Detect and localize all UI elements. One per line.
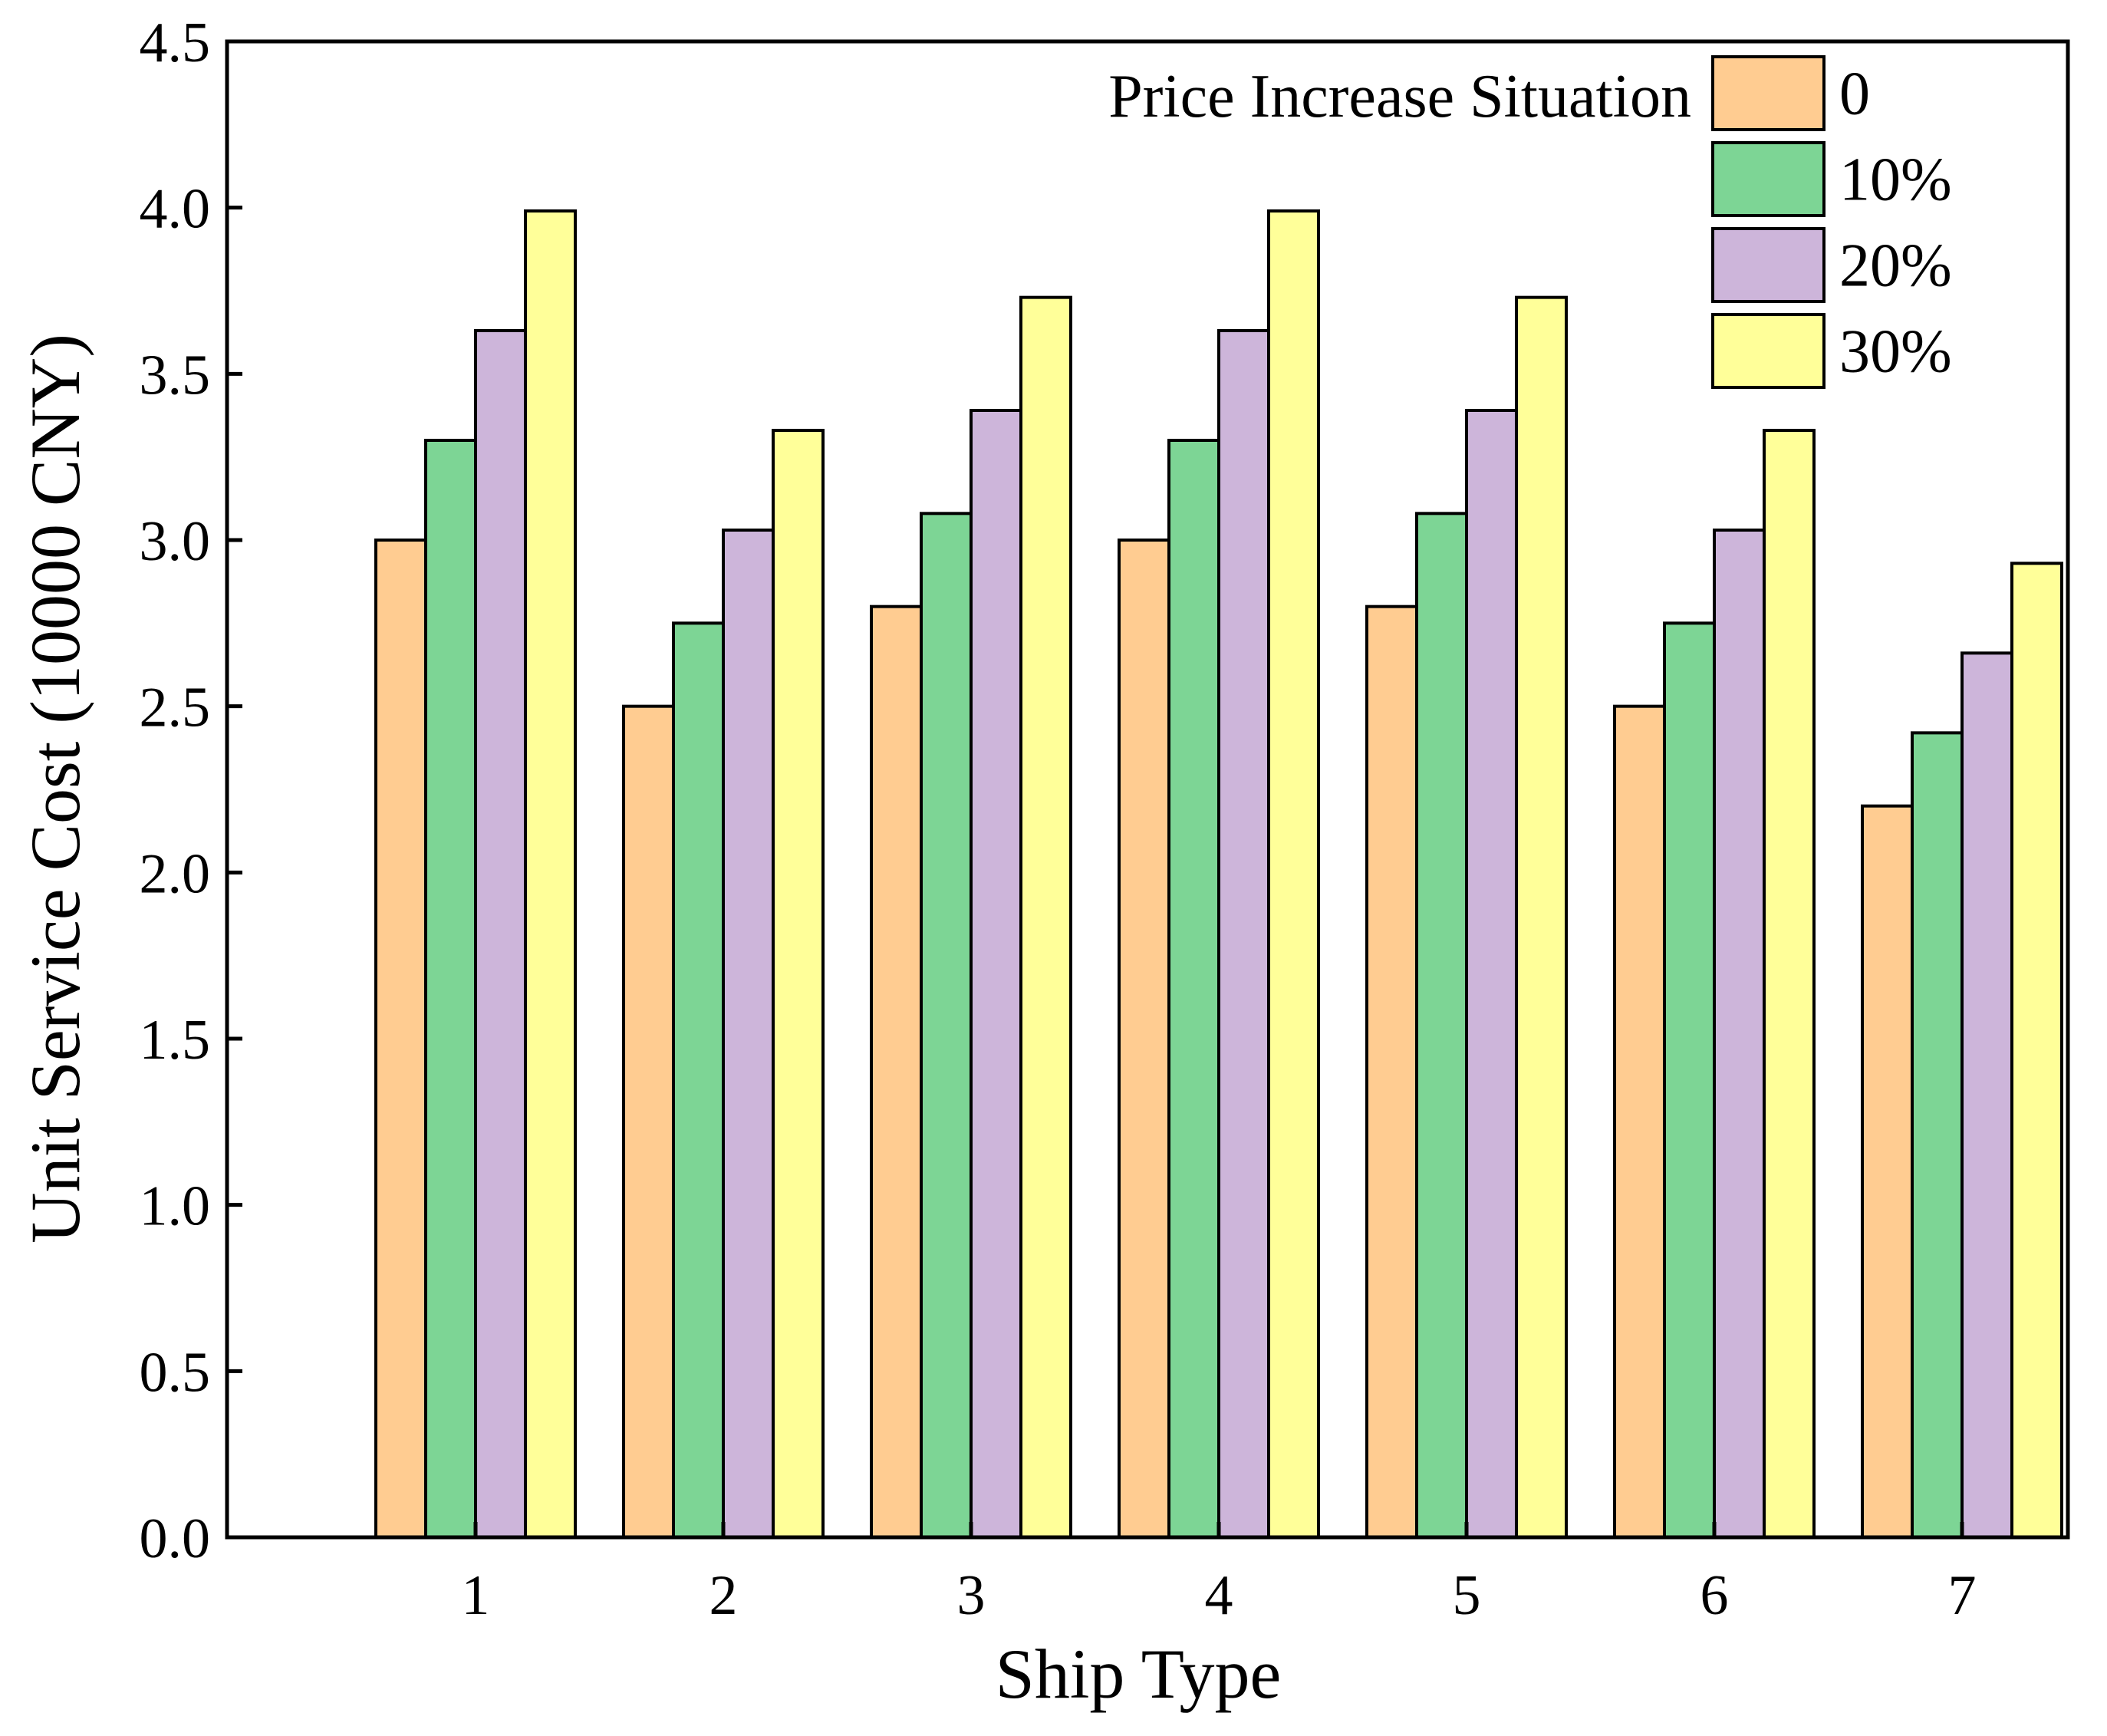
bar [622, 704, 675, 1540]
bars-layer [374, 209, 2063, 1540]
x-tick-label: 1 [462, 1564, 490, 1627]
y-tick-label: 4.0 [140, 178, 211, 241]
bar [474, 329, 527, 1539]
x-tick-label: 7 [1948, 1564, 1977, 1627]
bar [672, 621, 725, 1539]
y-tick-label: 0.0 [140, 1507, 211, 1570]
bar [970, 409, 1022, 1539]
legend-swatch [1711, 227, 1826, 303]
bar [1019, 295, 1072, 1540]
bar [1713, 529, 1766, 1539]
bar [1613, 704, 1666, 1540]
bar [722, 529, 775, 1539]
bar [1167, 439, 1220, 1539]
bar [1415, 512, 1468, 1539]
y-axis: 0.0 0.5 1.0 1.5 2.0 2.5 3.0 3.5 4.0 4.5 [140, 12, 242, 1570]
bar [1663, 621, 1716, 1539]
bar [870, 604, 923, 1540]
bar [1365, 604, 1418, 1540]
x-tick-label: 3 [957, 1564, 986, 1627]
x-tick-label: 4 [1205, 1564, 1233, 1627]
y-tick-label: 1.5 [140, 1009, 211, 1072]
x-axis-label: Ship Type [996, 1635, 1282, 1713]
bar [1960, 651, 2013, 1539]
bar [374, 539, 427, 1539]
y-tick-label: 1.0 [140, 1175, 211, 1238]
bar [772, 429, 825, 1539]
x-tick-label: 5 [1453, 1564, 1481, 1627]
legend-entry-label: 20% [1839, 232, 1952, 300]
legend-title: Price Increase Situation [1108, 63, 1691, 130]
bar [1911, 731, 1964, 1539]
legend-entry-label: 30% [1839, 318, 1952, 386]
bar [1267, 209, 1320, 1539]
y-tick-label: 2.0 [140, 842, 211, 905]
y-tick-label: 4.5 [140, 12, 211, 74]
bar [2010, 562, 2063, 1539]
legend: Price Increase Situation 0 10% 20% 30% [1108, 55, 1952, 389]
legend-swatch [1711, 313, 1826, 389]
legend-entry-label: 10% [1839, 147, 1952, 214]
legend-swatch [1711, 55, 1826, 131]
bar [1763, 429, 1816, 1539]
y-tick-label: 3.5 [140, 344, 211, 407]
bar [920, 512, 973, 1539]
y-axis-label: Unit Service Cost (10000 CNY) [16, 334, 94, 1244]
legend-swatch [1711, 141, 1826, 217]
bar [1861, 804, 1914, 1539]
bar [1465, 409, 1518, 1539]
legend-entry-label: 0 [1839, 61, 1870, 128]
plot-frame [225, 39, 2070, 1540]
y-tick-label: 0.5 [140, 1341, 211, 1404]
bar [1217, 329, 1270, 1539]
bar [1118, 539, 1170, 1539]
bar [424, 439, 477, 1539]
y-tick-label: 3.0 [140, 510, 211, 573]
bar [1515, 295, 1568, 1540]
y-tick-label: 2.5 [140, 677, 211, 740]
bar [524, 209, 577, 1539]
x-axis: 1 2 3 4 5 6 7 [462, 1522, 1977, 1627]
x-tick-label: 6 [1700, 1564, 1729, 1627]
x-tick-label: 2 [709, 1564, 738, 1627]
